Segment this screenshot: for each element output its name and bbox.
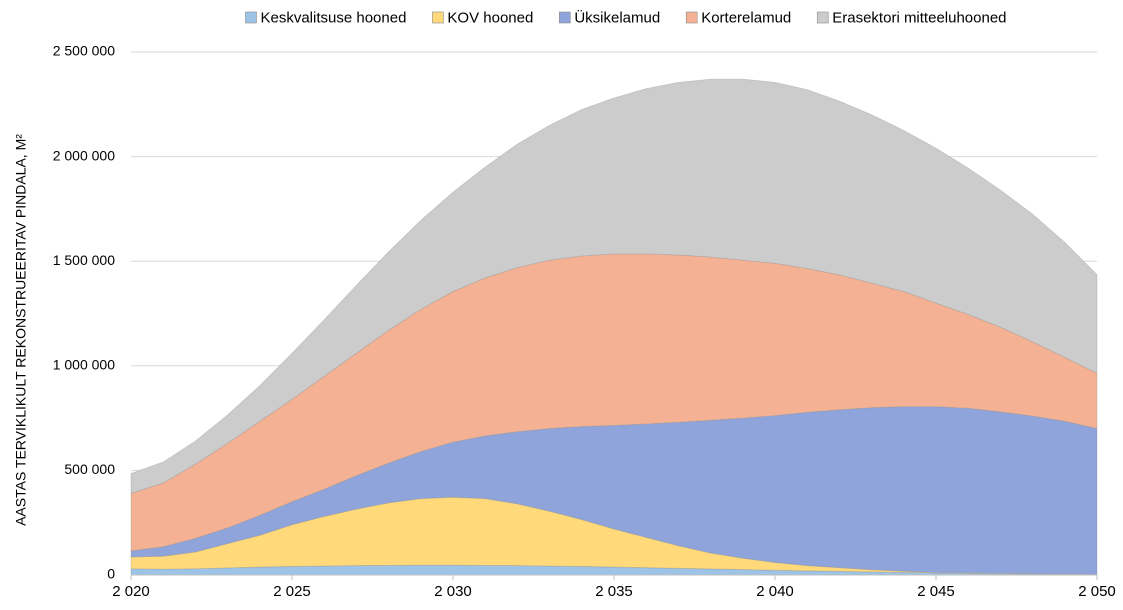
legend-label: Keskvalitsuse hooned: [260, 9, 406, 26]
legend-swatch: [685, 11, 698, 24]
x-tick-label: 2 050: [1078, 583, 1116, 600]
legend-label: Korterelamud: [701, 9, 791, 26]
x-tick-label: 2 025: [273, 583, 311, 600]
y-axis-label: AASTAS TERVIKLIKULT REKONSTRUEERITAV PIN…: [13, 134, 29, 526]
y-tick-label: 2 500 000: [53, 43, 115, 59]
legend-swatch: [816, 11, 829, 24]
y-tick-label: 1 000 000: [53, 357, 115, 373]
legend-label: KOV hooned: [447, 9, 533, 26]
y-tick-label: 0: [107, 566, 115, 582]
area: [130, 78, 1098, 494]
legend-label: Erasektori mitteeluhooned: [832, 9, 1006, 26]
area: [130, 253, 1098, 552]
legend-swatch: [245, 11, 257, 24]
x-tick-label: 2 030: [434, 583, 472, 600]
y-tick-label: 1 500 000: [53, 252, 115, 268]
x-tick-label: 2 045: [917, 583, 955, 600]
x-tick-label: 2 035: [595, 583, 633, 600]
y-tick-label: 500 000: [64, 461, 115, 477]
x-tick-label: 2 020: [112, 583, 150, 600]
legend-swatch: [432, 11, 444, 24]
legend-swatch: [559, 11, 571, 24]
y-tick-label: 2 000 000: [53, 147, 115, 163]
area: [130, 406, 1098, 575]
legend-label: Üksikelamud: [574, 8, 660, 26]
x-tick-label: 2 040: [756, 583, 794, 600]
